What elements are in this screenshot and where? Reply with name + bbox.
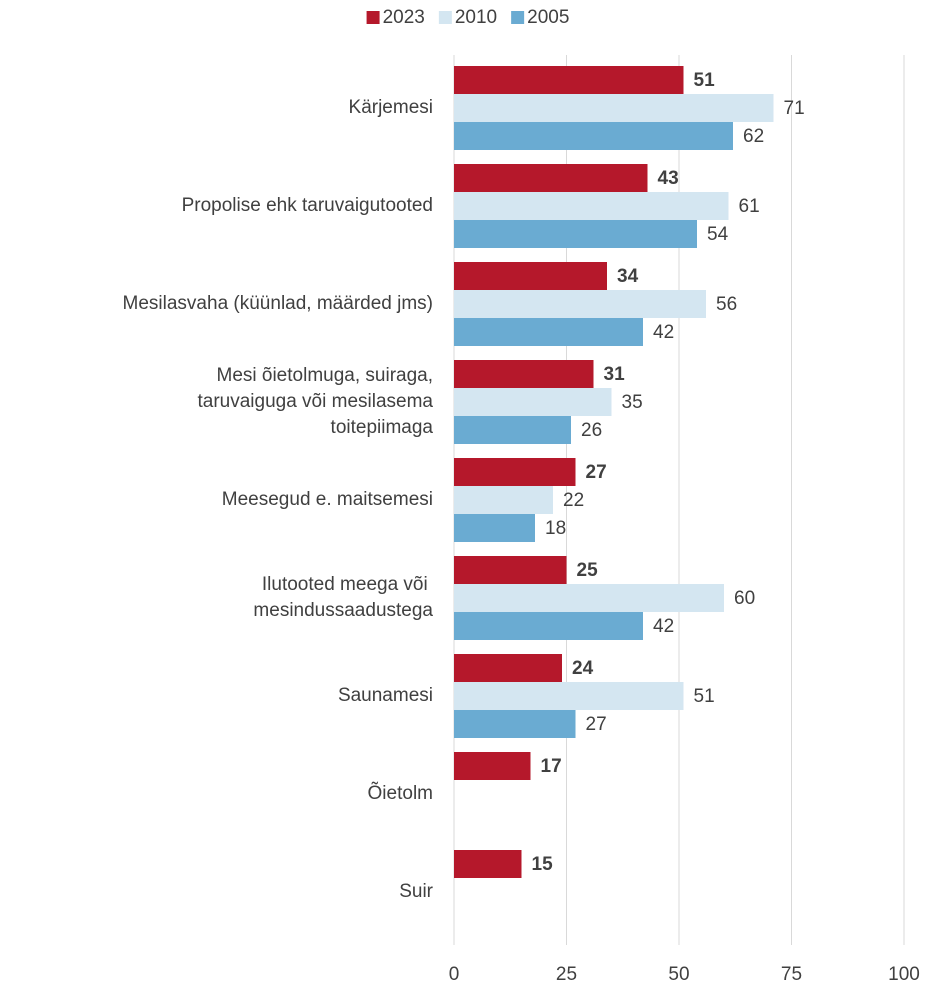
value-label: 18 (545, 518, 566, 539)
y-tick-label-line: Meesegud e. maitsemesi (222, 489, 433, 510)
x-tick-label: 50 (668, 964, 689, 983)
y-tick-label-line: Kärjemesi (349, 97, 433, 118)
legend-label: 2005 (527, 7, 569, 28)
value-label: 34 (617, 266, 639, 287)
bar (454, 850, 522, 878)
y-tick-label: Suir (399, 881, 433, 902)
bar (454, 290, 706, 318)
value-label: 17 (541, 756, 562, 777)
value-label: 56 (716, 294, 737, 315)
value-label: 15 (532, 854, 554, 875)
value-label: 27 (586, 714, 607, 735)
bar (454, 318, 643, 346)
legend-swatch (366, 11, 380, 24)
bar (454, 192, 729, 220)
bar (454, 360, 594, 388)
value-label: 42 (653, 322, 674, 343)
bar (454, 556, 567, 584)
legend-item: 2005 (511, 7, 569, 28)
bar (454, 682, 684, 710)
y-tick-label: Saunamesi (338, 685, 433, 706)
y-tick-label-line: Õietolm (368, 782, 433, 804)
y-tick-label-line: Mesilasvaha (küünlad, määrded jms) (123, 293, 433, 314)
value-label: 60 (734, 588, 755, 609)
y-tick-label: Ilutooted meega või mesindussaadustega (253, 574, 433, 621)
y-tick-label-line: taruvaiguga või mesilasema (197, 391, 433, 412)
y-tick-label: Kärjemesi (349, 97, 433, 118)
bar (454, 458, 576, 486)
x-tick-label: 0 (449, 964, 460, 983)
value-label: 35 (622, 392, 643, 413)
y-tick-label: Õietolm (368, 782, 433, 804)
bar (454, 262, 607, 290)
legend-item: 2010 (438, 7, 497, 28)
legend-item: 2023 (366, 7, 425, 28)
bar (454, 584, 724, 612)
bar (454, 416, 571, 444)
legend-swatch (511, 11, 525, 24)
value-label: 26 (581, 420, 602, 441)
value-label: 31 (604, 364, 626, 385)
bar (454, 486, 553, 514)
y-tick-label: Meesegud e. maitsemesi (222, 489, 433, 510)
value-label: 25 (577, 560, 599, 581)
legend-label: 2023 (383, 7, 425, 28)
bar (454, 164, 648, 192)
y-tick-label-line: Saunamesi (338, 685, 433, 706)
x-tick-label: 75 (781, 964, 802, 983)
value-label: 51 (694, 686, 715, 707)
value-label: 24 (572, 658, 594, 679)
bar (454, 388, 612, 416)
bar (454, 122, 733, 150)
bar (454, 94, 774, 122)
value-label: 71 (784, 98, 805, 119)
bar (454, 612, 643, 640)
value-label: 61 (739, 196, 760, 217)
value-label: 42 (653, 616, 674, 637)
value-label: 43 (658, 168, 679, 189)
y-tick-label-line: Mesi õietolmuga, suiraga, (217, 365, 434, 386)
legend-swatch (438, 11, 452, 24)
value-label: 51 (694, 70, 716, 91)
bar (454, 220, 697, 248)
value-label: 54 (707, 224, 729, 245)
bar (454, 710, 576, 738)
y-tick-label-line: toitepiimaga (331, 417, 434, 438)
value-label: 22 (563, 490, 584, 511)
bar (454, 654, 562, 682)
legend: 2023 2010 2005 (366, 7, 569, 28)
y-tick-label: Mesilasvaha (küünlad, määrded jms) (123, 293, 433, 314)
x-tick-label: 25 (556, 964, 577, 983)
y-tick-label-line: Ilutooted meega või (262, 574, 433, 595)
y-tick-label: Mesi õietolmuga, suiraga, taruvaiguga või… (197, 365, 433, 438)
y-tick-label-line: Propolise ehk taruvaigutooted (182, 195, 433, 216)
bar (454, 514, 535, 542)
y-tick-label: Propolise ehk taruvaigutooted (182, 195, 433, 216)
value-label: 27 (586, 462, 607, 483)
value-label: 62 (743, 126, 764, 147)
x-tick-label: 100 (888, 964, 920, 983)
y-tick-label-line: Suir (399, 881, 433, 902)
legend-label: 2010 (455, 7, 497, 28)
y-tick-label-line: mesindussaadustega (253, 600, 433, 621)
bar (454, 752, 531, 780)
bar (454, 66, 684, 94)
